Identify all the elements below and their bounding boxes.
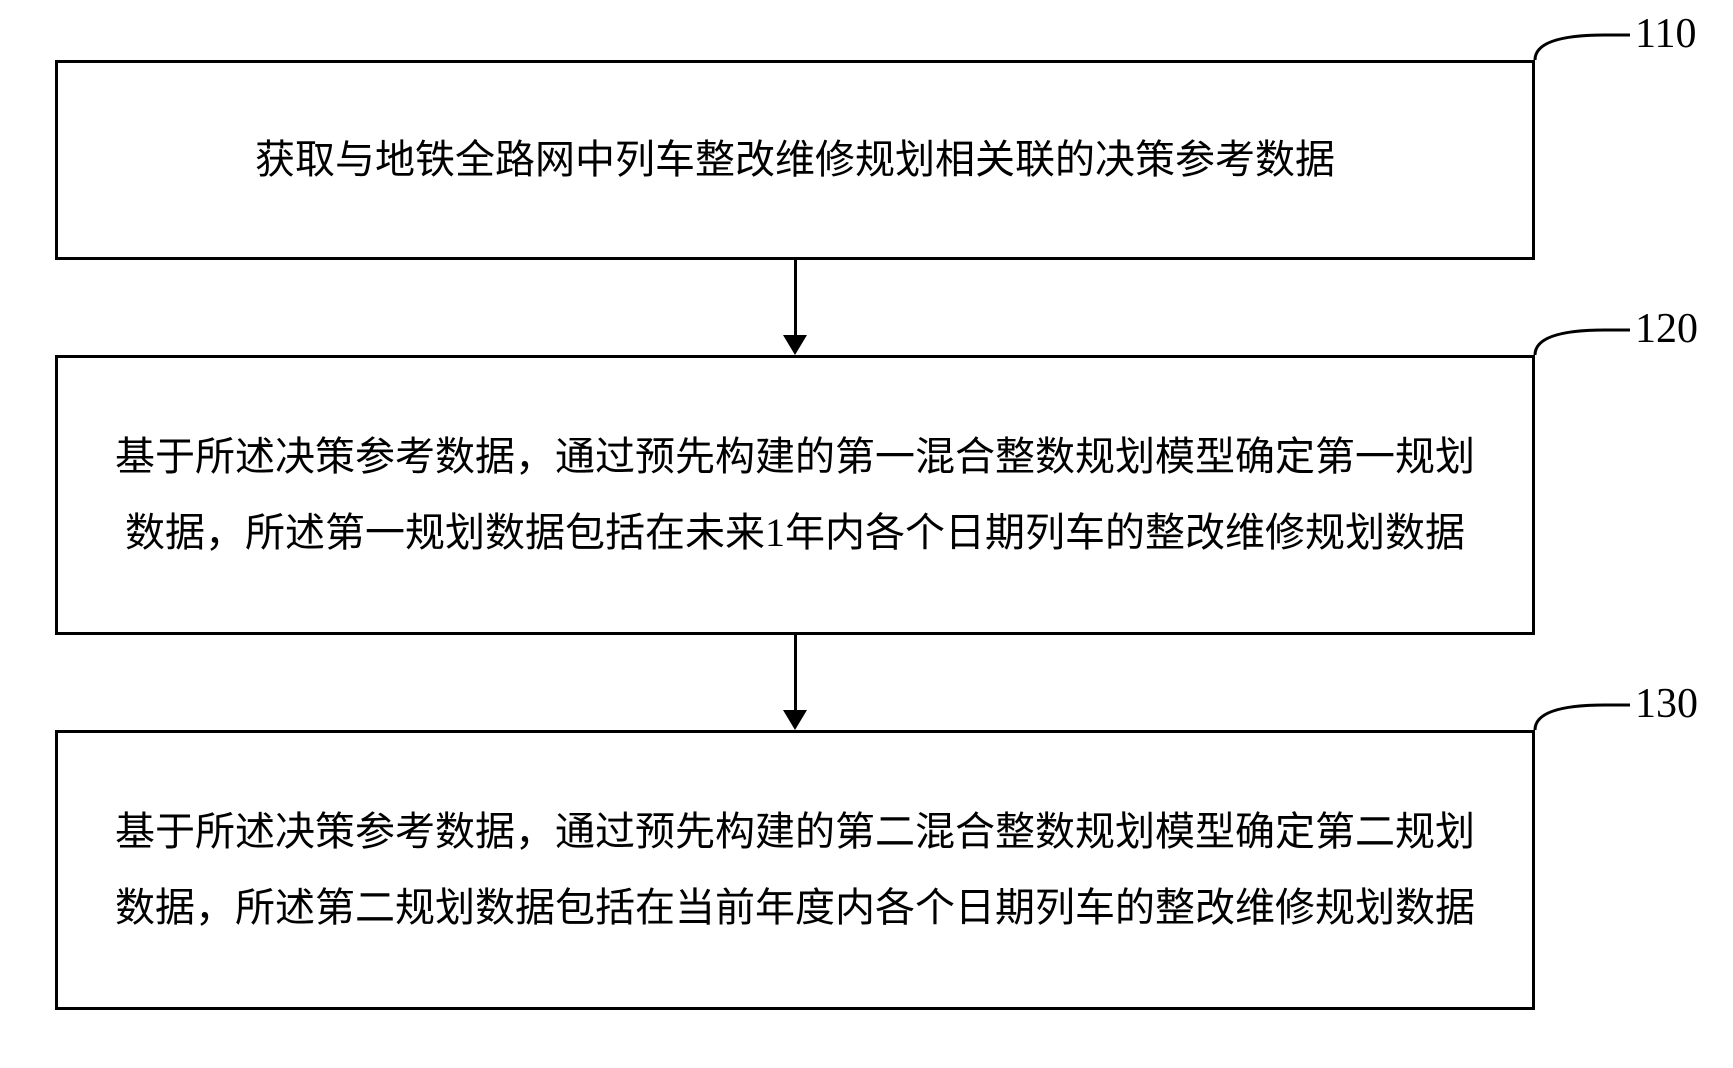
callout-line xyxy=(1530,325,1635,360)
flowchart-step-box2: 基于所述决策参考数据，通过预先构建的第一混合整数规划模型确定第一规划数据，所述第… xyxy=(55,355,1535,635)
step-label-110: 110 xyxy=(1635,10,1696,58)
step-text: 基于所述决策参考数据，通过预先构建的第一混合整数规划模型确定第一规划数据，所述第… xyxy=(98,419,1492,571)
flowchart-step-box3: 基于所述决策参考数据，通过预先构建的第二混合整数规划模型确定第二规划数据，所述第… xyxy=(55,730,1535,1010)
step-text: 获取与地铁全路网中列车整改维修规划相关联的决策参考数据 xyxy=(98,122,1492,198)
arrow-head-2 xyxy=(783,710,807,730)
arrow-head-1 xyxy=(783,335,807,355)
step-text: 基于所述决策参考数据，通过预先构建的第二混合整数规划模型确定第二规划数据，所述第… xyxy=(98,794,1492,946)
callout-line xyxy=(1530,700,1635,735)
arrow-line-1 xyxy=(794,260,797,335)
flowchart-canvas: 获取与地铁全路网中列车整改维修规划相关联的决策参考数据 110 基于所述决策参考数据… xyxy=(0,0,1733,1068)
callout-line xyxy=(1530,30,1635,65)
step-label-130: 130 xyxy=(1635,680,1698,728)
flowchart-step-box1: 获取与地铁全路网中列车整改维修规划相关联的决策参考数据 xyxy=(55,60,1535,260)
arrow-line-2 xyxy=(794,635,797,710)
step-label-120: 120 xyxy=(1635,305,1698,353)
